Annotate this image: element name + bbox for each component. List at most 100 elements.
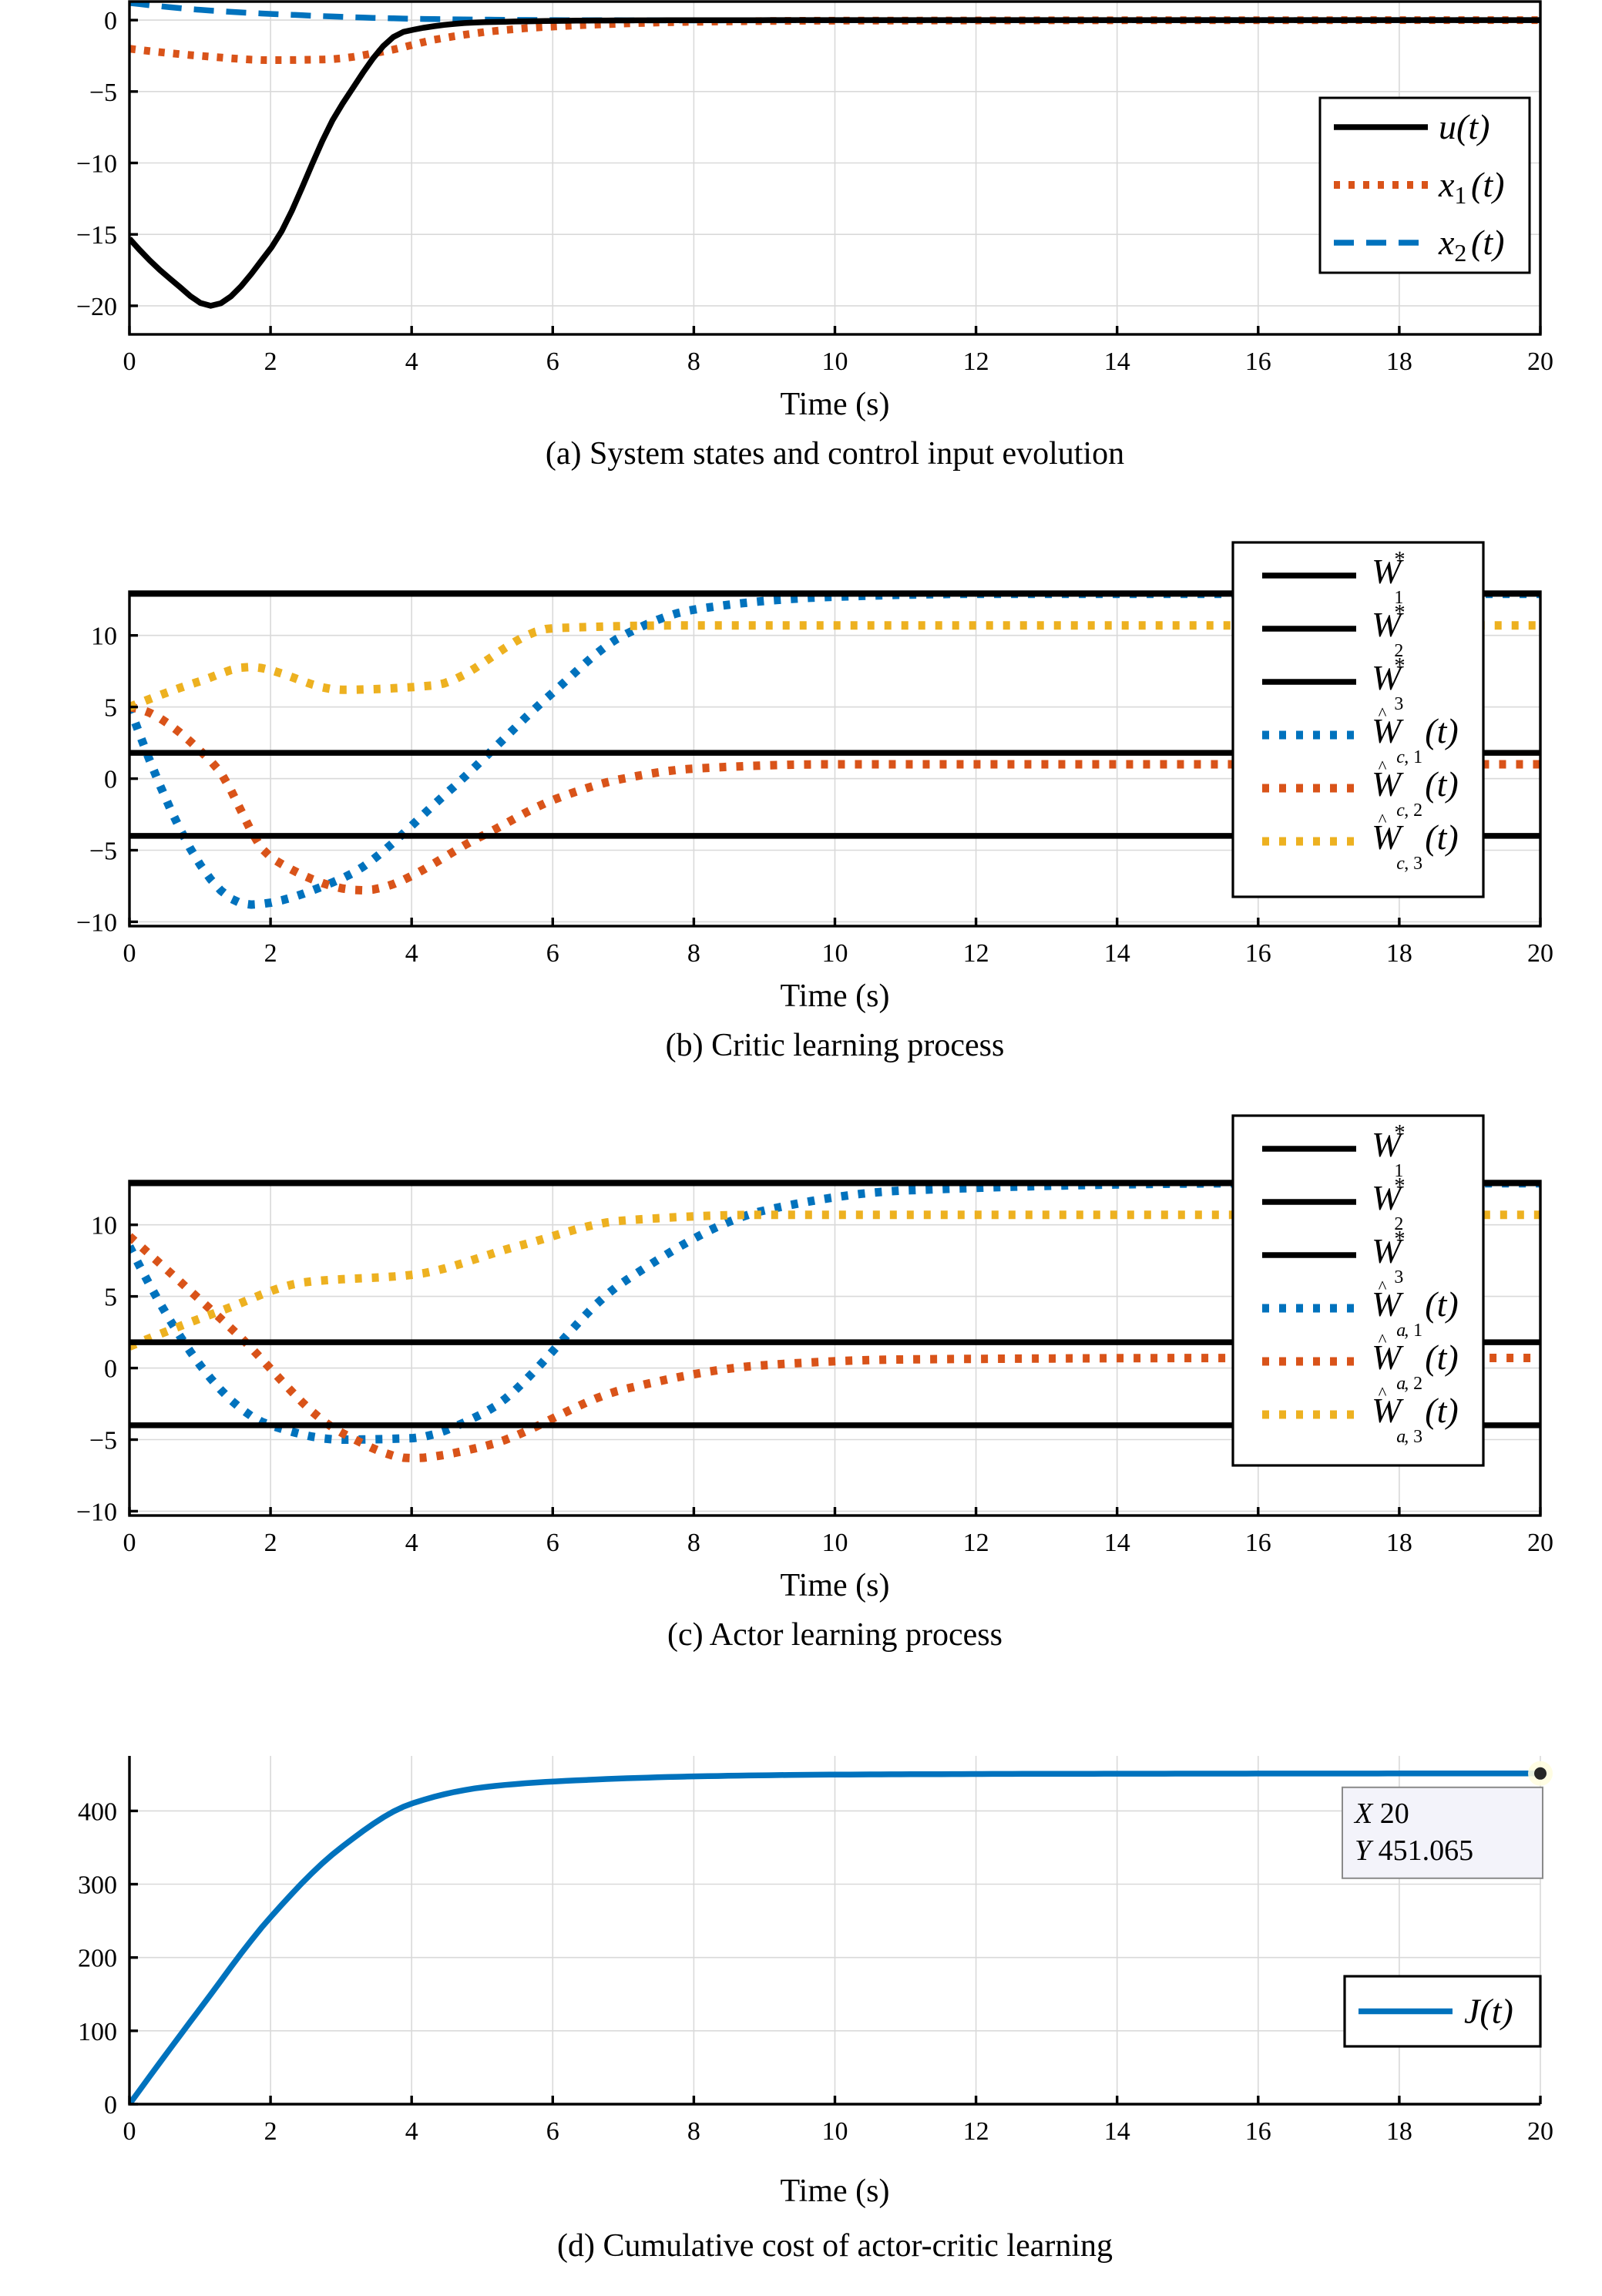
svg-text:(t): (t) (1425, 1338, 1458, 1377)
svg-text:18: 18 (1386, 1529, 1412, 1557)
svg-text:16: 16 (1245, 939, 1271, 968)
svg-text:0: 0 (123, 939, 136, 968)
svg-text:200: 200 (78, 1945, 117, 1973)
svg-text:−5: −5 (89, 1427, 117, 1455)
svg-text:10: 10 (91, 1212, 117, 1240)
svg-text:−10: −10 (76, 908, 117, 937)
svg-text:20: 20 (1527, 2117, 1553, 2146)
svg-text:*: * (1394, 1121, 1405, 1145)
svg-text:*: * (1394, 548, 1405, 572)
svg-text:20: 20 (1527, 939, 1553, 968)
svg-text:−5: −5 (89, 838, 117, 866)
svg-text:Time (s): Time (s) (781, 1568, 890, 1603)
svg-text:5: 5 (104, 1284, 117, 1312)
svg-text:12: 12 (963, 347, 989, 376)
svg-text:(t): (t) (1471, 165, 1504, 204)
svg-text:10: 10 (91, 623, 117, 651)
svg-text:(t): (t) (1425, 1391, 1458, 1430)
svg-text:6: 6 (546, 939, 559, 968)
svg-text:(t): (t) (1425, 1284, 1458, 1324)
svg-text:Time (s): Time (s) (781, 387, 890, 422)
svg-text:W: W (1372, 711, 1404, 750)
svg-text:2: 2 (264, 939, 277, 968)
svg-text:0: 0 (104, 7, 117, 35)
svg-text:(d) Cumulative cost of actor-c: (d) Cumulative cost of actor-critic lear… (557, 2228, 1113, 2264)
svg-text:, 2: , 2 (1404, 1374, 1422, 1394)
svg-text:8: 8 (687, 347, 700, 376)
svg-text:2: 2 (264, 1529, 277, 1557)
svg-text:100: 100 (78, 2018, 117, 2046)
svg-text:u(t): u(t) (1439, 107, 1489, 146)
svg-text:14: 14 (1104, 347, 1130, 376)
svg-text:0: 0 (104, 766, 117, 794)
svg-text:, 1: , 1 (1404, 1321, 1422, 1341)
svg-text:4: 4 (405, 2117, 418, 2146)
svg-text:2: 2 (264, 347, 277, 376)
svg-text:(b) Critic learning process: (b) Critic learning process (666, 1028, 1005, 1063)
svg-text:12: 12 (963, 2117, 989, 2146)
svg-text:Time (s): Time (s) (781, 978, 890, 1014)
svg-text:, 1: , 1 (1404, 747, 1422, 767)
svg-text:Time (s): Time (s) (781, 2173, 890, 2209)
svg-text:−5: −5 (89, 79, 117, 107)
svg-text:, 3: , 3 (1404, 1427, 1422, 1447)
svg-text:2: 2 (264, 2117, 277, 2146)
svg-text:20: 20 (1527, 347, 1553, 376)
svg-text:(t): (t) (1425, 817, 1458, 857)
svg-text:5: 5 (104, 694, 117, 723)
svg-text:−10: −10 (76, 150, 117, 179)
svg-text:W: W (1372, 817, 1404, 857)
svg-text:(t): (t) (1471, 223, 1504, 262)
svg-text:6: 6 (546, 1529, 559, 1557)
svg-text:4: 4 (405, 1529, 418, 1557)
svg-text:4: 4 (405, 939, 418, 968)
svg-text:−15: −15 (76, 221, 117, 250)
svg-text:10: 10 (822, 347, 848, 376)
svg-text:16: 16 (1245, 1529, 1271, 1557)
svg-text:0: 0 (123, 1529, 136, 1557)
svg-text:W: W (1372, 1391, 1404, 1430)
svg-text:0: 0 (123, 2117, 136, 2146)
svg-text:8: 8 (687, 939, 700, 968)
svg-text:18: 18 (1386, 347, 1412, 376)
svg-text:16: 16 (1245, 2117, 1271, 2146)
svg-text:*: * (1394, 1174, 1405, 1198)
svg-text:J(t): J(t) (1464, 1992, 1513, 2031)
svg-text:10: 10 (822, 1529, 848, 1557)
svg-text:*: * (1394, 601, 1405, 625)
svg-text:0: 0 (104, 2091, 117, 2120)
svg-text:12: 12 (963, 939, 989, 968)
svg-text:300: 300 (78, 1871, 117, 1900)
svg-text:(t): (t) (1425, 711, 1458, 750)
svg-text:6: 6 (546, 347, 559, 376)
svg-text:W: W (1372, 764, 1404, 804)
svg-text:X 20: X 20 (1353, 1798, 1409, 1830)
svg-text:, 3: , 3 (1404, 854, 1422, 874)
svg-text:8: 8 (687, 2117, 700, 2146)
svg-text:14: 14 (1104, 2117, 1130, 2146)
svg-text:*: * (1394, 1227, 1405, 1251)
svg-text:16: 16 (1245, 347, 1271, 376)
svg-text:20: 20 (1527, 1529, 1553, 1557)
svg-text:14: 14 (1104, 1529, 1130, 1557)
svg-text:18: 18 (1386, 939, 1412, 968)
svg-text:0: 0 (104, 1355, 117, 1384)
svg-text:12: 12 (963, 1529, 989, 1557)
svg-text:14: 14 (1104, 939, 1130, 968)
svg-text:6: 6 (546, 2117, 559, 2146)
svg-text:8: 8 (687, 1529, 700, 1557)
svg-text:(t): (t) (1425, 764, 1458, 804)
svg-text:*: * (1394, 654, 1405, 678)
svg-text:(a) System states and control: (a) System states and control input evol… (546, 436, 1124, 472)
svg-text:10: 10 (822, 2117, 848, 2146)
svg-text:−10: −10 (76, 1498, 117, 1526)
svg-text:Y 451.065: Y 451.065 (1355, 1834, 1473, 1867)
svg-text:4: 4 (405, 347, 418, 376)
svg-text:(c) Actor learning process: (c) Actor learning process (667, 1617, 1003, 1653)
svg-text:W: W (1372, 1284, 1404, 1324)
svg-text:, 2: , 2 (1404, 801, 1422, 821)
svg-text:10: 10 (822, 939, 848, 968)
svg-text:18: 18 (1386, 2117, 1412, 2146)
svg-text:−20: −20 (76, 293, 117, 321)
svg-text:400: 400 (78, 1798, 117, 1826)
